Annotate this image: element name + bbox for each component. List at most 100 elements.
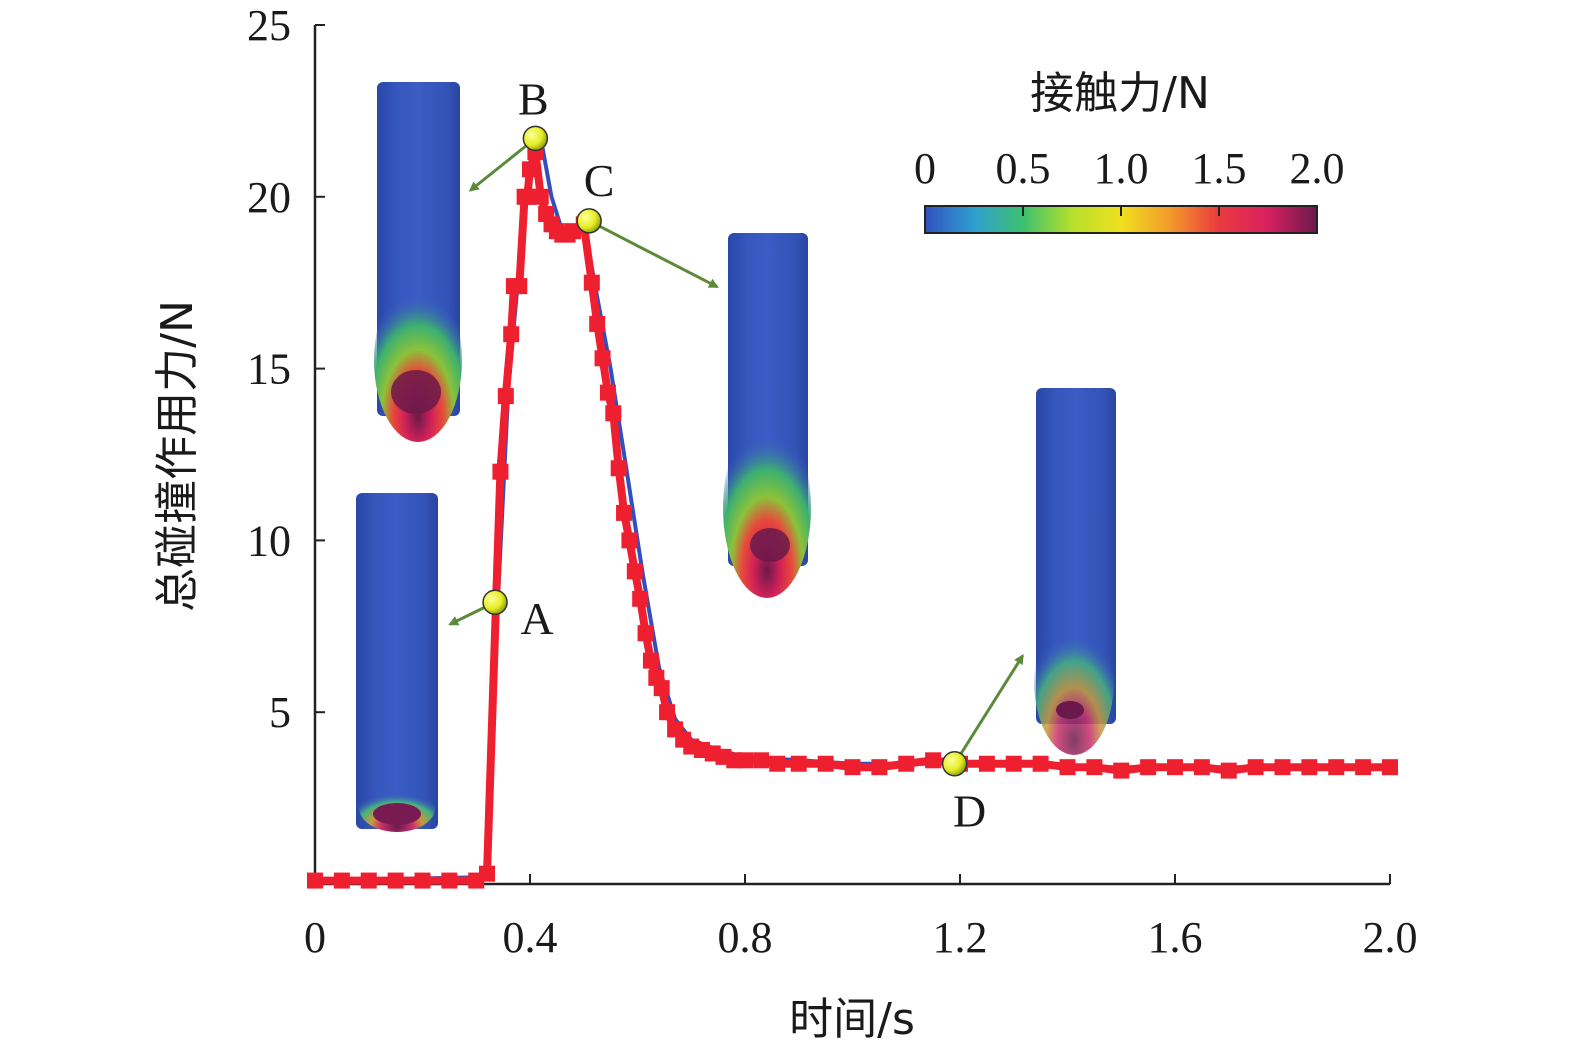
- colorbar-tick-label: 1.0: [1094, 144, 1149, 193]
- data-point-marker: [519, 188, 536, 205]
- data-point-marker: [1247, 759, 1264, 776]
- data-point-marker: [360, 872, 377, 889]
- data-point-marker: [637, 625, 654, 642]
- colorbar-tick-label: 0: [914, 144, 936, 193]
- data-point-marker: [522, 161, 538, 178]
- data-point-marker: [1355, 759, 1372, 776]
- data-point-marker: [1113, 762, 1130, 779]
- data-point-marker: [1005, 755, 1022, 772]
- series-layer: [307, 136, 1398, 889]
- colorbar-tick-label: 2.0: [1290, 144, 1345, 193]
- data-point-marker: [642, 652, 659, 669]
- data-point-marker: [753, 752, 770, 769]
- data-point-marker: [616, 504, 633, 521]
- y-ticks: 5 10 15 20 25: [247, 1, 325, 737]
- annotation-label: C: [584, 155, 615, 206]
- data-point-marker: [1328, 759, 1345, 776]
- x-tick-label: 2.0: [1363, 913, 1418, 962]
- data-point-marker: [1382, 759, 1398, 776]
- data-point-marker: [610, 460, 627, 477]
- colorbar-legend: 接触力/N 0 0.5 1.0 1.5 2.0: [914, 68, 1345, 234]
- data-point-marker: [817, 755, 834, 772]
- data-point-marker: [532, 188, 549, 205]
- y-tick-label: 5: [269, 688, 291, 737]
- data-point-marker: [871, 759, 888, 776]
- data-point-marker: [621, 532, 638, 549]
- y-axis-title: 总碰撞作用力/N: [152, 300, 203, 612]
- data-point-marker: [790, 755, 807, 772]
- data-point-marker: [737, 752, 753, 769]
- series-2: [307, 144, 1398, 889]
- x-tick-label: 0.8: [718, 913, 773, 962]
- data-point-marker: [1086, 759, 1103, 776]
- data-point-marker: [583, 274, 600, 291]
- data-point-marker: [333, 872, 350, 889]
- axes: 0 0.4 0.8 1.2 1.6 2.0 5 10 15 20 25: [247, 1, 1418, 962]
- data-point-marker: [503, 326, 520, 343]
- annotation-arrow: [588, 219, 719, 289]
- data-point-marker: [414, 872, 431, 889]
- annotation-marker: [576, 208, 602, 234]
- x-tick-label: 0.4: [503, 913, 558, 962]
- annotation-arrow: [468, 137, 537, 192]
- annotation-label: D: [953, 786, 986, 837]
- y-tick-label: 15: [247, 345, 291, 394]
- data-point-marker: [307, 872, 323, 889]
- data-point-marker: [387, 872, 404, 889]
- data-point-marker: [659, 704, 676, 721]
- colorbar-title: 接触力/N: [1030, 68, 1210, 119]
- y-tick-label: 10: [247, 516, 291, 565]
- annotation-layer: A BC D: [448, 73, 1024, 837]
- data-point-marker: [479, 865, 495, 882]
- cylinder-inset-b: [374, 82, 462, 442]
- data-point-marker: [1301, 759, 1318, 776]
- colorbar-ticks: 0 0.5 1.0 1.5 2.0: [914, 144, 1345, 216]
- data-point-marker: [441, 872, 458, 889]
- data-point-marker: [1059, 759, 1076, 776]
- x-axis-title: 时间/s: [789, 994, 915, 1045]
- data-point-marker: [1193, 759, 1210, 776]
- data-point-marker: [599, 384, 616, 401]
- data-point-marker: [769, 755, 786, 772]
- cylinder-inset-d: [1034, 388, 1116, 755]
- x-tick-label: 1.2: [933, 913, 988, 962]
- x-tick-label: 1.6: [1148, 913, 1203, 962]
- data-point-marker: [1220, 762, 1237, 779]
- annotation-point-b: B: [468, 73, 549, 192]
- data-point-marker: [653, 680, 670, 697]
- x-tick-label: 0: [304, 913, 326, 962]
- data-point-marker: [632, 590, 649, 607]
- data-point-marker: [497, 388, 514, 405]
- data-point-marker: [589, 315, 606, 332]
- data-point-marker: [978, 755, 995, 772]
- cylinder-inset-c: [723, 233, 811, 598]
- annotation-marker: [522, 125, 549, 152]
- annotation-point-d: D: [941, 654, 1024, 837]
- x-ticks: 0 0.4 0.8 1.2 1.6 2.0: [304, 874, 1418, 962]
- y-tick-label: 25: [247, 1, 291, 50]
- data-point-marker: [626, 563, 643, 580]
- annotation-label: B: [518, 73, 549, 124]
- annotation-point-a: A: [448, 589, 554, 644]
- data-point-marker: [898, 755, 915, 772]
- data-point-marker: [492, 463, 509, 480]
- y-tick-label: 20: [247, 173, 291, 222]
- data-point-marker: [605, 405, 622, 422]
- annotation-arrow: [953, 654, 1024, 765]
- annotation-label: A: [520, 593, 553, 644]
- data-point-marker: [1032, 755, 1049, 772]
- annotation-point-c: C: [576, 155, 719, 289]
- annotation-marker: [941, 750, 968, 777]
- data-point-marker: [925, 752, 942, 769]
- cylinder-inset-a: [356, 493, 438, 832]
- annotation-marker: [482, 589, 508, 615]
- data-point-marker: [1274, 759, 1291, 776]
- data-point-marker: [1140, 759, 1157, 776]
- data-point-marker: [594, 350, 611, 367]
- data-point-marker: [844, 759, 861, 776]
- data-point-marker: [1167, 759, 1183, 776]
- data-point-marker: [511, 278, 528, 295]
- colorbar-tick-label: 1.5: [1192, 144, 1247, 193]
- colorbar-tick-label: 0.5: [996, 144, 1051, 193]
